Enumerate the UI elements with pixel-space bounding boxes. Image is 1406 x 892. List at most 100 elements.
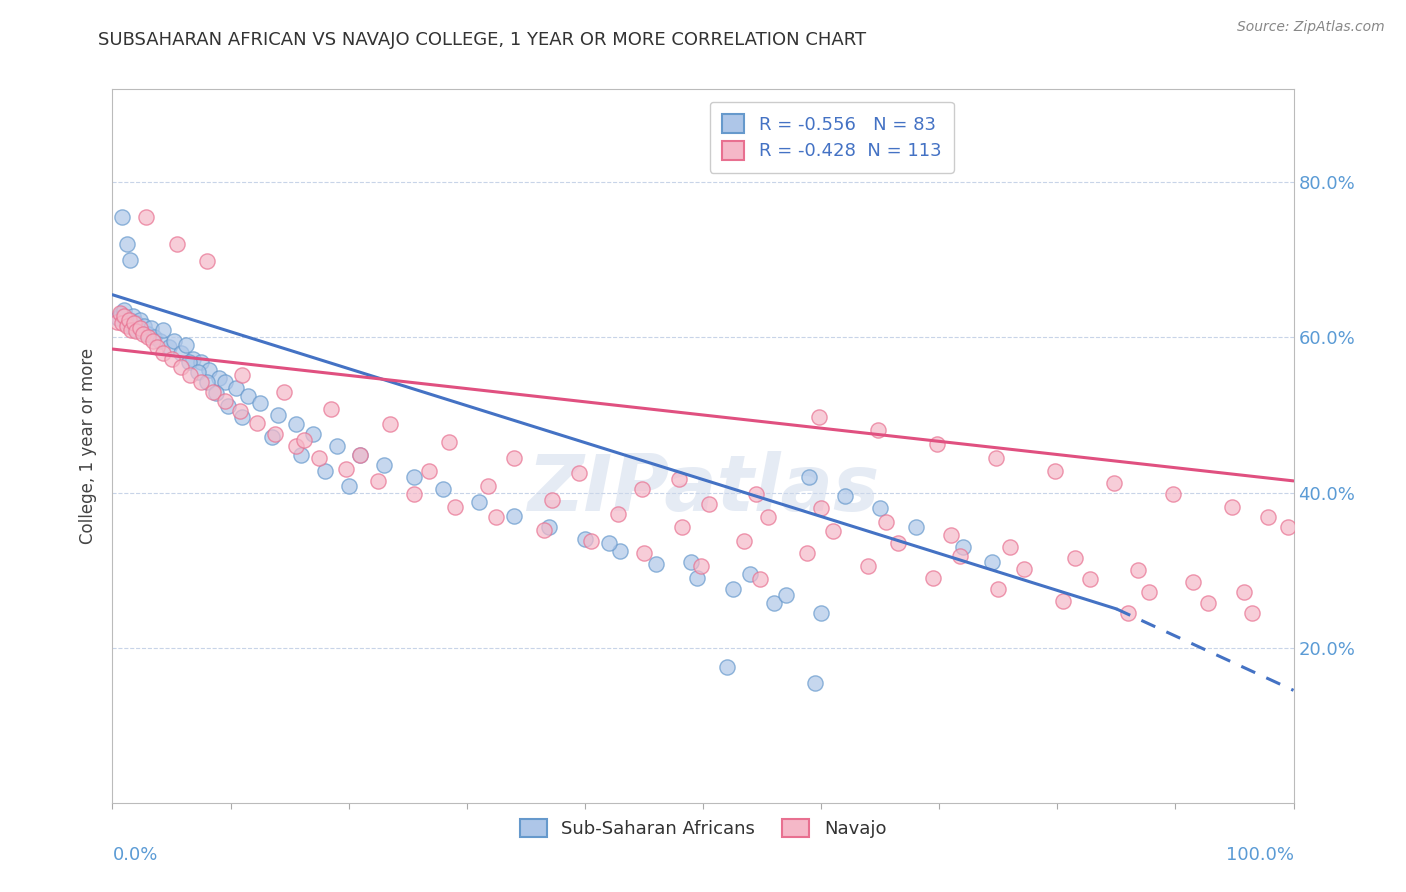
Text: 0.0%: 0.0%	[112, 846, 157, 863]
Point	[157, 340, 180, 354]
Point	[984, 450, 1007, 465]
Point	[869, 501, 891, 516]
Point	[208, 370, 231, 384]
Point	[121, 309, 143, 323]
Point	[756, 510, 779, 524]
Point	[229, 404, 252, 418]
Point	[170, 359, 193, 374]
Point	[181, 352, 204, 367]
Point	[533, 523, 555, 537]
Point	[112, 303, 135, 318]
Point	[740, 566, 762, 581]
Point	[152, 346, 174, 360]
Point	[135, 210, 157, 224]
Point	[681, 555, 703, 569]
Point	[152, 323, 174, 337]
Point	[503, 450, 526, 465]
Point	[1139, 584, 1161, 599]
Point	[105, 315, 128, 329]
Point	[467, 495, 489, 509]
Point	[689, 559, 711, 574]
Point	[319, 401, 342, 416]
Point	[716, 660, 738, 674]
Point	[267, 408, 290, 422]
Point	[633, 546, 655, 560]
Point	[748, 573, 770, 587]
Point	[136, 326, 159, 341]
Point	[195, 254, 218, 268]
Point	[112, 309, 135, 323]
Point	[146, 340, 169, 354]
Point	[477, 479, 499, 493]
Point	[598, 536, 620, 550]
Point	[273, 384, 295, 399]
Point	[201, 384, 224, 399]
Point	[142, 330, 165, 344]
Point	[671, 520, 693, 534]
Point	[166, 237, 188, 252]
Point	[998, 540, 1021, 554]
Point	[125, 324, 148, 338]
Point	[264, 427, 287, 442]
Point	[107, 311, 129, 326]
Point	[292, 433, 315, 447]
Point	[1080, 573, 1102, 587]
Point	[834, 490, 856, 504]
Point	[373, 458, 395, 473]
Point	[402, 487, 425, 501]
Point	[1102, 476, 1125, 491]
Point	[1182, 574, 1205, 589]
Legend: Sub-Saharan Africans, Navajo: Sub-Saharan Africans, Navajo	[510, 810, 896, 847]
Point	[485, 510, 508, 524]
Point	[186, 365, 208, 379]
Point	[952, 540, 974, 554]
Point	[1052, 594, 1074, 608]
Point	[127, 323, 149, 337]
Point	[110, 307, 132, 321]
Point	[939, 528, 962, 542]
Point	[432, 482, 454, 496]
Point	[810, 606, 832, 620]
Point	[238, 388, 260, 402]
Point	[149, 334, 172, 349]
Point	[108, 305, 131, 319]
Point	[349, 448, 371, 462]
Point	[120, 313, 142, 327]
Point	[125, 317, 148, 331]
Point	[437, 435, 460, 450]
Text: Source: ZipAtlas.com: Source: ZipAtlas.com	[1237, 20, 1385, 34]
Point	[418, 464, 440, 478]
Point	[112, 309, 135, 323]
Point	[503, 508, 526, 523]
Point	[775, 588, 797, 602]
Point	[721, 582, 744, 597]
Point	[115, 315, 138, 329]
Point	[1198, 596, 1220, 610]
Point	[249, 396, 271, 410]
Point	[195, 376, 218, 390]
Point	[686, 571, 709, 585]
Point	[607, 508, 630, 522]
Point	[925, 437, 948, 451]
Point	[922, 571, 945, 585]
Point	[122, 317, 145, 331]
Point	[538, 520, 561, 534]
Point	[198, 363, 221, 377]
Point	[697, 497, 720, 511]
Point	[160, 352, 183, 367]
Point	[170, 346, 193, 360]
Point	[367, 474, 389, 488]
Point	[402, 470, 425, 484]
Point	[217, 399, 239, 413]
Point	[799, 470, 821, 484]
Point	[290, 448, 312, 462]
Point	[1277, 520, 1299, 534]
Point	[949, 549, 972, 563]
Point	[866, 424, 889, 438]
Point	[875, 515, 897, 529]
Point	[136, 330, 159, 344]
Point	[378, 417, 401, 432]
Point	[190, 355, 212, 369]
Point	[987, 582, 1010, 597]
Point	[337, 479, 360, 493]
